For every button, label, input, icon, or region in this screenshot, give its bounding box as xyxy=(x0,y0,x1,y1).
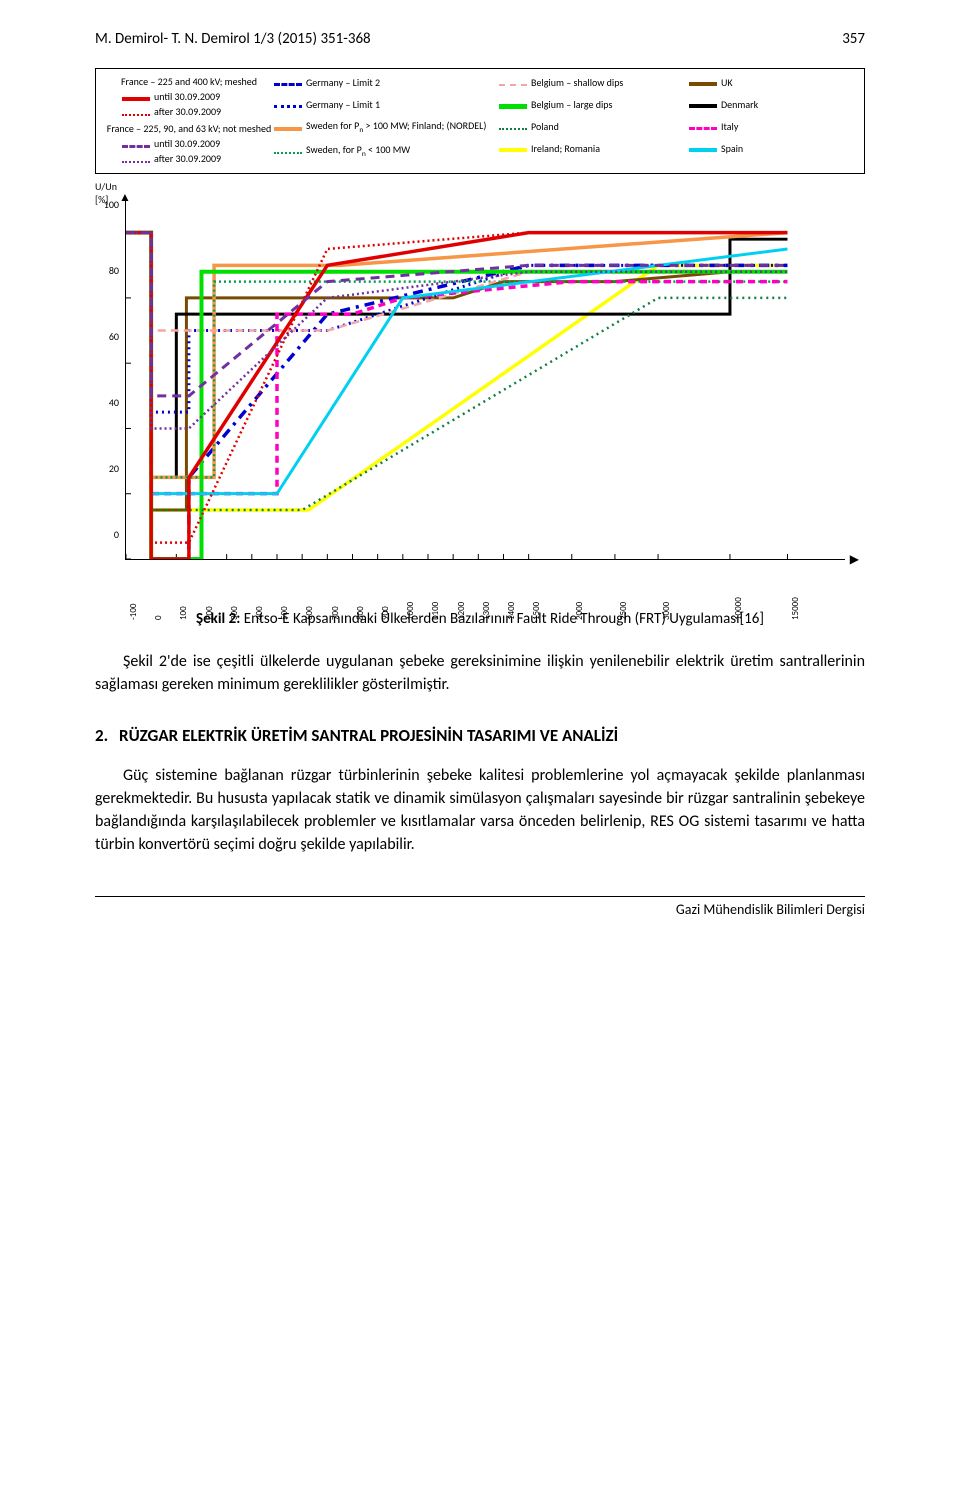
x-tick: 2000 xyxy=(574,602,585,620)
x-tick: 200 xyxy=(204,607,215,621)
x-tick: 15000 xyxy=(790,597,801,620)
chart-legend: France – 225 and 400 kV; mesheduntil 30.… xyxy=(95,68,865,174)
x-tick: 10000 xyxy=(733,597,744,620)
page-footer: Gazi Mühendislik Bilimleri Dergisi xyxy=(95,896,865,918)
paragraph-1: Şekil 2'de ise çeşitli ülkelerde uygulan… xyxy=(95,650,865,696)
y-tick: 100 xyxy=(97,198,119,264)
paragraph-2: Güç sistemine bağlanan rüzgar türbinleri… xyxy=(95,764,865,857)
y-tick: 80 xyxy=(97,264,119,330)
section-number: 2. xyxy=(95,725,119,746)
x-tick: 100 xyxy=(178,607,189,621)
header-right: 357 xyxy=(842,30,865,48)
x-tick: 0 xyxy=(153,616,164,621)
plot-area: ▶ xyxy=(125,200,845,560)
page-header: M. Demirol- T. N. Demirol 1/3 (2015) 351… xyxy=(95,30,865,48)
x-tick: 1200 xyxy=(456,602,467,620)
y-tick: 0 xyxy=(97,528,119,594)
x-tick: 2500 xyxy=(618,602,629,620)
x-tick: 1400 xyxy=(506,602,517,620)
y-tick: 60 xyxy=(97,330,119,396)
section-2-heading: 2.RÜZGAR ELEKTRİK ÜRETİM SANTRAL PROJESİ… xyxy=(95,725,865,746)
frt-chart: U/Un[%] ▲ 100806040200 ▶ -10001002003004… xyxy=(95,180,865,580)
x-tick: 1500 xyxy=(531,602,542,620)
section-title: RÜZGAR ELEKTRİK ÜRETİM SANTRAL PROJESİNİ… xyxy=(119,725,618,746)
x-tick: 700 xyxy=(330,607,341,621)
x-tick: 3000 xyxy=(661,602,672,620)
x-tick: 1000 xyxy=(405,602,416,620)
y-tick: 40 xyxy=(97,396,119,462)
header-left: M. Demirol- T. N. Demirol 1/3 (2015) 351… xyxy=(95,30,371,48)
x-tick: -100 xyxy=(128,604,139,620)
x-tick: 400 xyxy=(254,607,265,621)
x-tick: 600 xyxy=(304,607,315,621)
x-tick: 300 xyxy=(229,607,240,621)
x-tick: 1300 xyxy=(481,602,492,620)
caption-text: Entso-E Kapsamındaki Ülkelerden Bazıları… xyxy=(240,610,764,628)
x-tick: 800 xyxy=(355,607,366,621)
x-tick: 500 xyxy=(279,607,290,621)
x-tick: 900 xyxy=(380,607,391,621)
x-tick: 1100 xyxy=(430,602,441,620)
y-tick: 20 xyxy=(97,462,119,528)
y-tick-labels: 100806040200 xyxy=(97,198,119,594)
x-axis-arrow-icon: ▶ xyxy=(850,552,859,567)
